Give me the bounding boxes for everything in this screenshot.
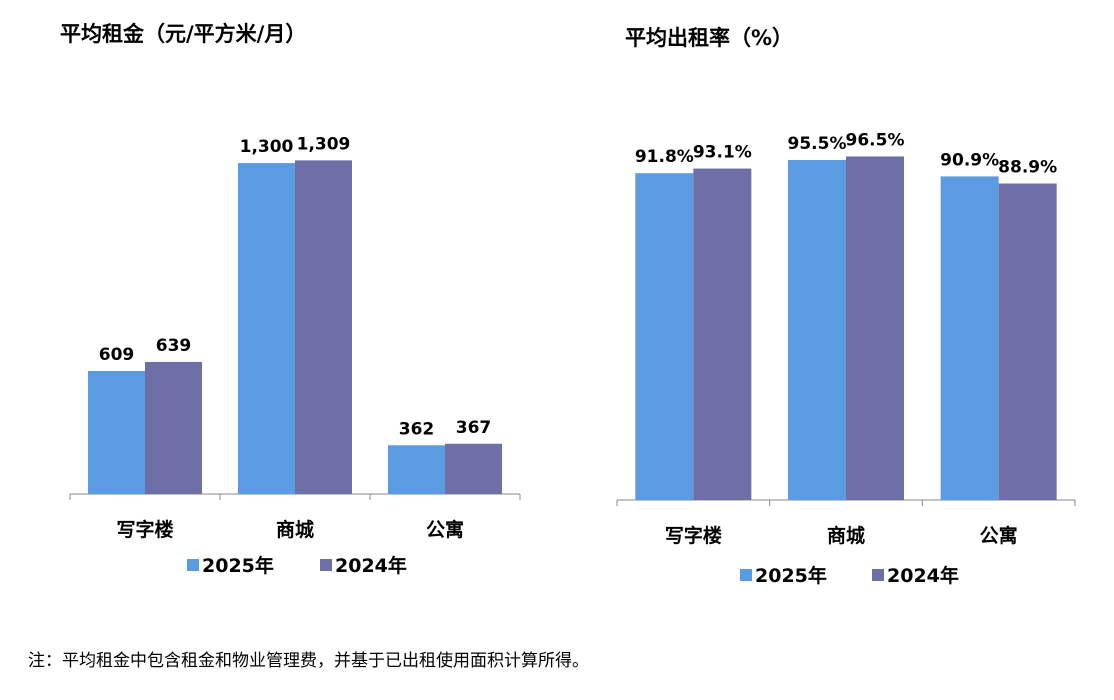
- legend-label: 2024年: [887, 564, 959, 587]
- bar: [998, 183, 1057, 501]
- data-label: 1,309: [297, 134, 351, 154]
- bar: [388, 445, 445, 494]
- legend-label: 2024年: [335, 554, 407, 577]
- charts: 写字楼 609 639 商城 1,300 1,309 公寓 362 367 2025年 2024年 写…: [69, 130, 1076, 587]
- footnote: 注：平均租金中包含租金和物业管理费，并基于已出租使用面积计算所得。: [28, 651, 589, 671]
- data-label: 95.5%: [788, 134, 847, 154]
- bar: [145, 361, 202, 494]
- legend-swatch: [320, 559, 332, 571]
- bar: [238, 163, 295, 495]
- legend-swatch: [872, 569, 884, 581]
- legend-swatch: [187, 559, 199, 571]
- legend-swatch: [740, 569, 752, 581]
- data-label: 367: [456, 418, 492, 438]
- bar: [940, 176, 999, 500]
- bar: [445, 443, 502, 494]
- category-label: 公寓: [980, 524, 1018, 547]
- chart-title-rent: 平均租金（元/平方米/月）: [60, 22, 307, 46]
- bar: [846, 156, 904, 500]
- bar: [788, 160, 846, 500]
- bar: [693, 168, 752, 500]
- legend-label: 2025年: [202, 554, 274, 577]
- category-label: 写字楼: [665, 524, 722, 547]
- chart-title-occupancy: 平均出租率（%）: [625, 26, 794, 50]
- data-label: 90.9%: [940, 150, 999, 170]
- data-label: 1,300: [240, 137, 294, 157]
- data-label: 639: [156, 336, 192, 356]
- category-label: 写字楼: [116, 518, 173, 541]
- data-label: 91.8%: [635, 147, 694, 167]
- data-label: 96.5%: [846, 130, 905, 150]
- data-label: 362: [399, 419, 435, 439]
- legend-label: 2025年: [755, 564, 827, 587]
- data-label: 609: [99, 345, 135, 365]
- bar: [295, 160, 352, 494]
- category-label: 公寓: [426, 518, 464, 541]
- data-label: 93.1%: [693, 143, 752, 163]
- data-label: 88.9%: [998, 158, 1057, 178]
- category-label: 商城: [276, 518, 314, 541]
- bar: [635, 173, 694, 500]
- category-label: 商城: [827, 524, 865, 547]
- bar: [88, 370, 145, 494]
